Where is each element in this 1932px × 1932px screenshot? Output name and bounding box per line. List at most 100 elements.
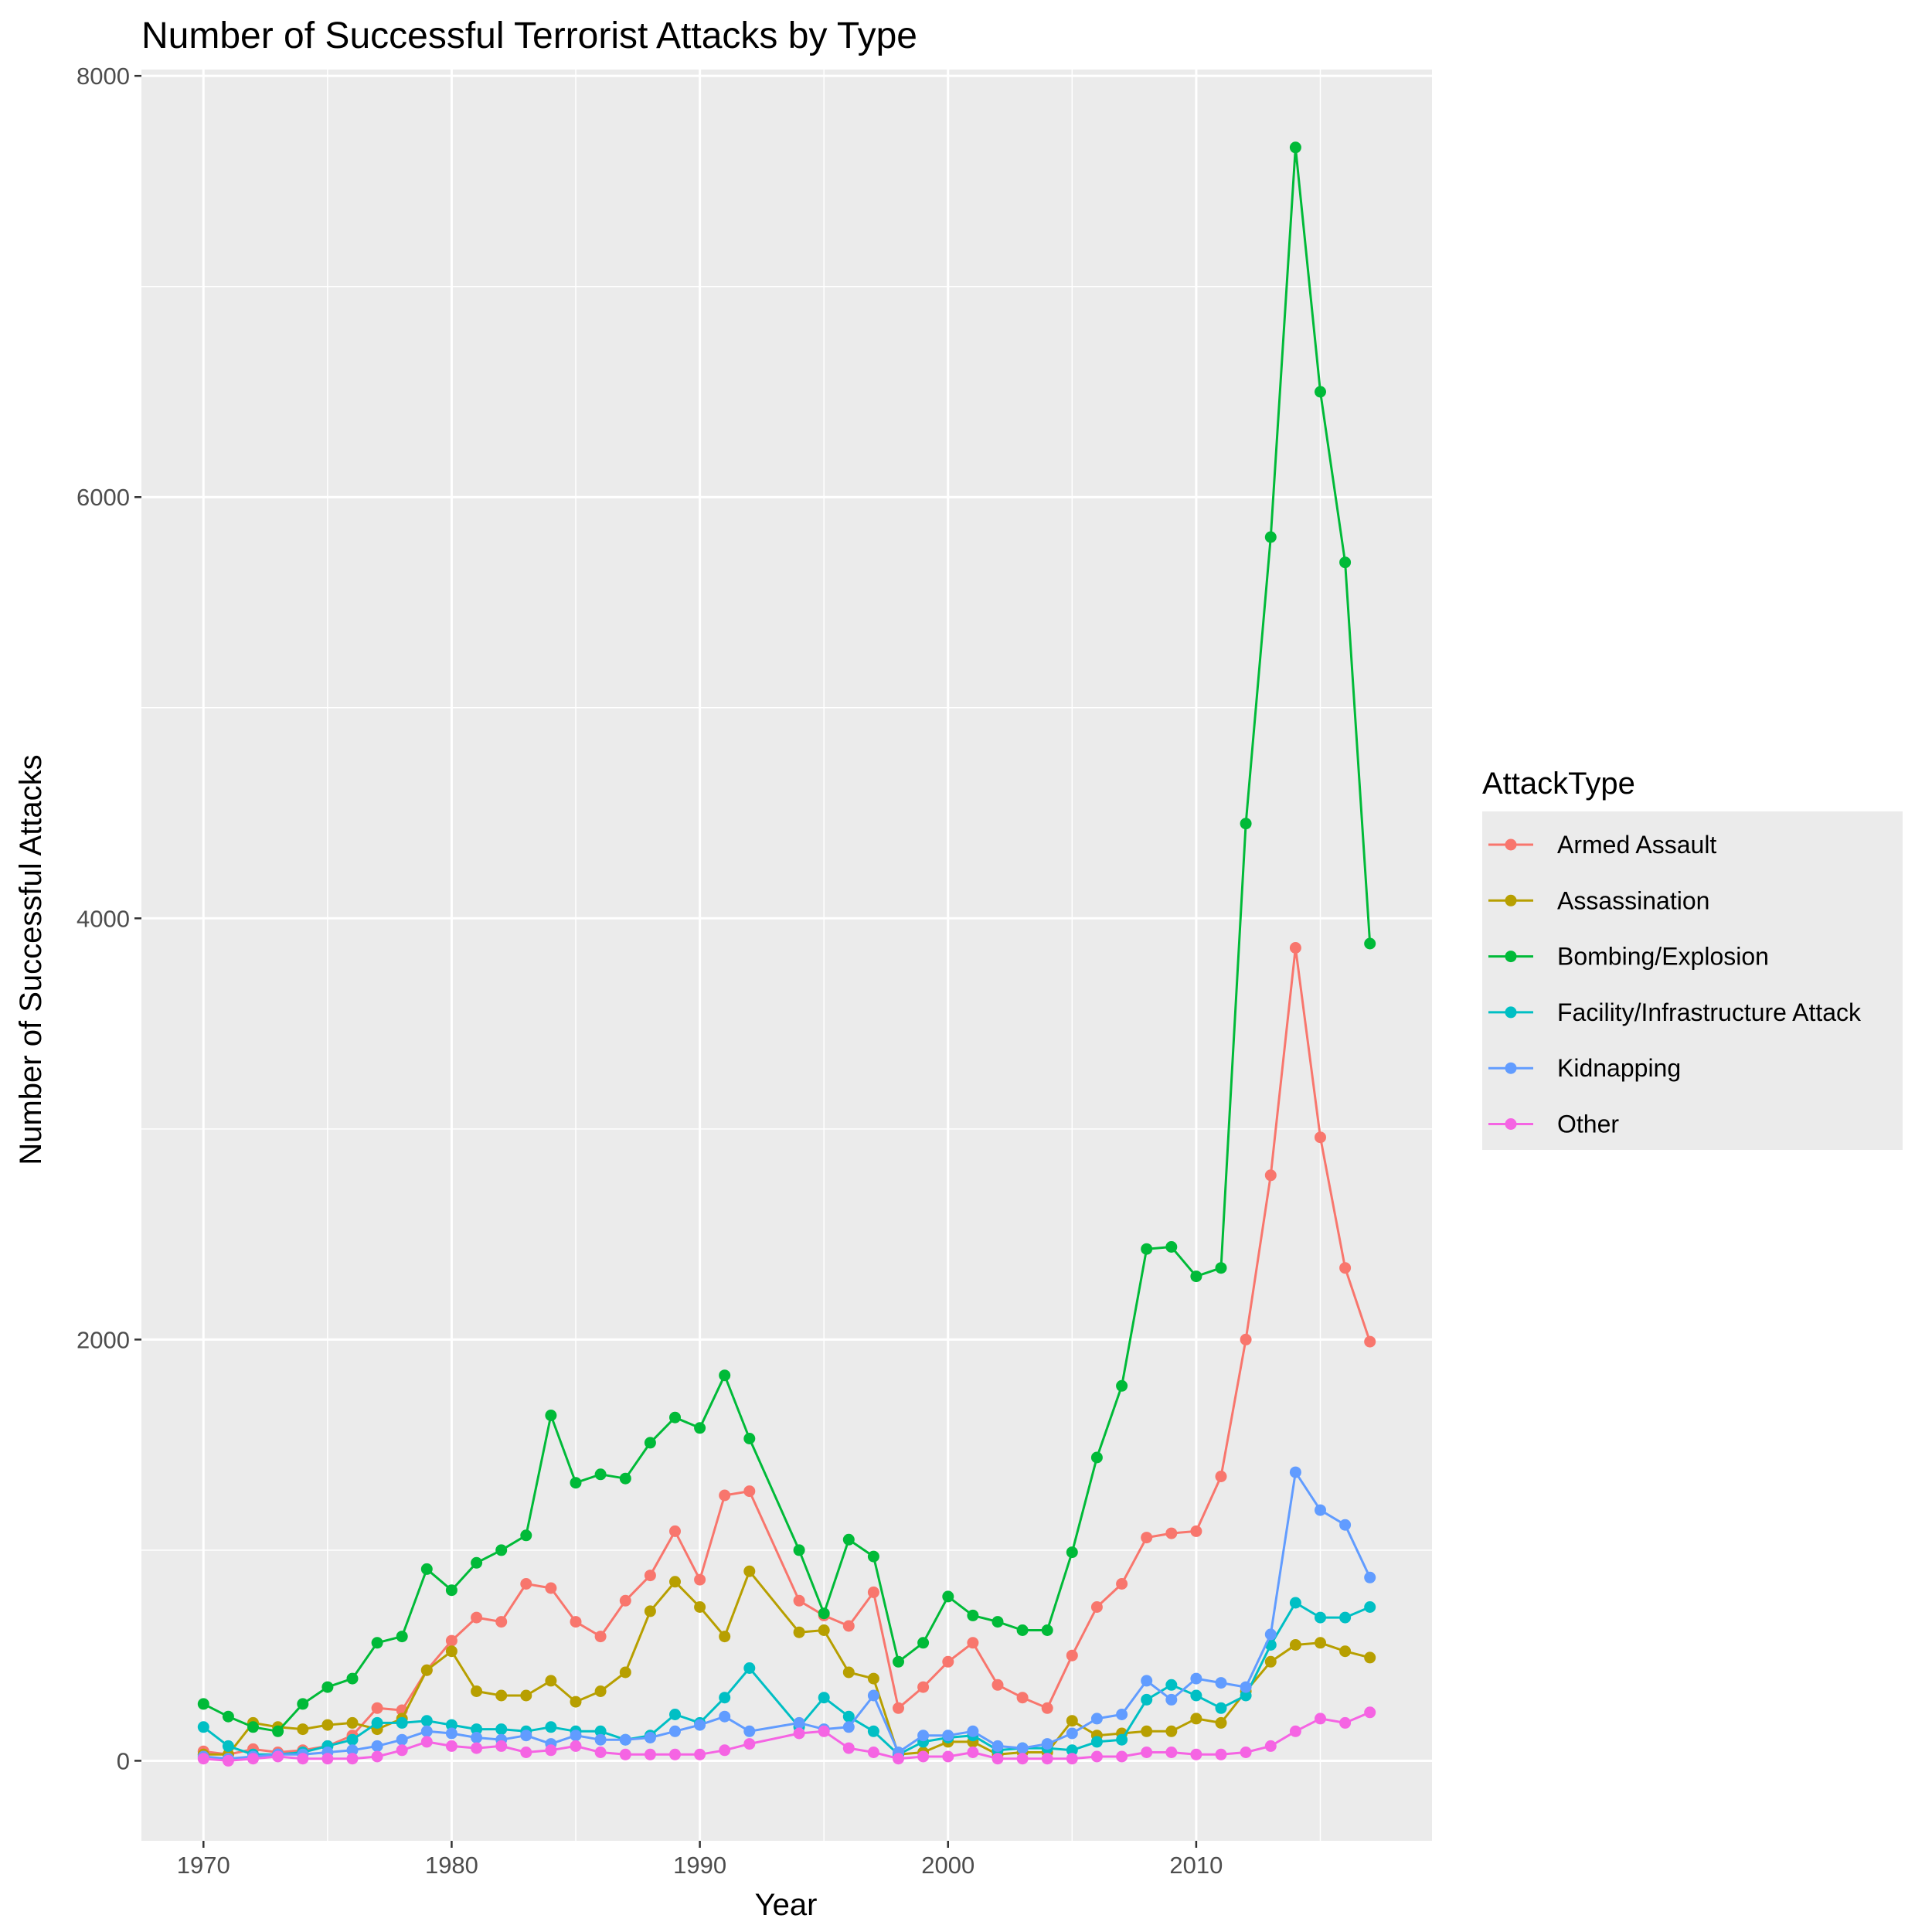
series-other (197, 1706, 1376, 1767)
data-point-facility-infrastructure-attack (818, 1692, 830, 1704)
data-point-assassination (1190, 1713, 1202, 1725)
data-point-armed-assault (1041, 1702, 1053, 1714)
legend-label: Bombing/Explosion (1557, 943, 1769, 971)
data-point-armed-assault (967, 1637, 979, 1649)
legend-item-other: Other (1488, 1111, 1619, 1138)
data-point-other (272, 1750, 284, 1763)
data-point-bombing-explosion (619, 1472, 631, 1485)
data-point-bombing-explosion (197, 1698, 209, 1710)
data-point-facility-infrastructure-attack (1289, 1597, 1301, 1609)
data-point-other (545, 1744, 557, 1757)
series-bombing-explosion (197, 141, 1376, 1737)
data-point-other (719, 1744, 731, 1757)
data-point-facility-infrastructure-attack (867, 1725, 879, 1737)
data-point-other (669, 1748, 681, 1760)
data-point-kidnapping (1066, 1727, 1078, 1740)
data-point-other (619, 1748, 631, 1760)
data-point-bombing-explosion (420, 1563, 433, 1575)
data-point-other (1364, 1706, 1376, 1719)
data-point-armed-assault (1190, 1525, 1202, 1537)
data-point-bombing-explosion (1116, 1379, 1128, 1392)
legend-item-kidnapping: Kidnapping (1488, 1054, 1681, 1082)
data-point-assassination (619, 1666, 631, 1679)
legend-key-point (1505, 951, 1517, 963)
data-point-other (197, 1753, 209, 1765)
legend-key-point (1505, 1006, 1517, 1019)
data-point-bombing-explosion (1041, 1624, 1053, 1636)
data-point-armed-assault (471, 1611, 483, 1624)
data-point-bombing-explosion (321, 1681, 334, 1693)
data-point-facility-infrastructure-attack (222, 1740, 234, 1752)
legend-item-assassination: Assassination (1488, 886, 1709, 914)
data-point-kidnapping (594, 1733, 607, 1746)
data-point-other (1264, 1740, 1277, 1752)
data-point-assassination (1215, 1716, 1227, 1729)
data-point-kidnapping (1165, 1693, 1178, 1706)
y-tick-label: 8000 (77, 63, 130, 90)
data-point-kidnapping (743, 1725, 756, 1737)
data-point-other (1141, 1747, 1153, 1758)
data-point-assassination (495, 1689, 508, 1702)
data-point-armed-assault (495, 1616, 508, 1628)
data-point-assassination (1289, 1639, 1301, 1651)
data-point-armed-assault (619, 1594, 631, 1607)
data-point-facility-infrastructure-attack (594, 1725, 607, 1737)
data-point-armed-assault (1165, 1527, 1178, 1539)
data-point-other (247, 1753, 259, 1765)
legend-key-point (1505, 1118, 1517, 1130)
data-point-facility-infrastructure-attack (1190, 1689, 1202, 1702)
data-point-other (967, 1747, 979, 1758)
data-point-facility-infrastructure-attack (669, 1709, 681, 1720)
data-point-bombing-explosion (1215, 1262, 1227, 1274)
data-point-kidnapping (1016, 1742, 1029, 1754)
data-point-other (1090, 1750, 1103, 1763)
data-point-bombing-explosion (842, 1533, 855, 1546)
y-tick-label: 6000 (77, 484, 130, 511)
data-point-other (1116, 1750, 1128, 1763)
data-point-armed-assault (1090, 1601, 1103, 1613)
data-point-armed-assault (594, 1631, 607, 1643)
data-point-assassination (1315, 1637, 1326, 1649)
data-point-facility-infrastructure-attack (420, 1715, 433, 1727)
data-point-facility-infrastructure-attack (1116, 1733, 1128, 1746)
data-point-assassination (743, 1565, 756, 1577)
data-point-armed-assault (1339, 1262, 1352, 1274)
data-point-bombing-explosion (669, 1411, 681, 1423)
data-point-bombing-explosion (893, 1655, 904, 1668)
data-point-other (371, 1750, 383, 1763)
data-point-other (1315, 1713, 1326, 1725)
data-point-kidnapping (420, 1725, 433, 1737)
data-point-bombing-explosion (917, 1637, 930, 1649)
legend-label: Facility/Infrastructure Attack (1557, 998, 1862, 1026)
data-point-bombing-explosion (495, 1544, 508, 1556)
data-point-bombing-explosion (222, 1710, 234, 1723)
data-point-bombing-explosion (992, 1616, 1004, 1628)
data-point-armed-assault (545, 1582, 557, 1594)
data-point-kidnapping (1339, 1519, 1352, 1531)
x-tick-label: 1980 (425, 1852, 478, 1879)
data-point-kidnapping (1090, 1713, 1103, 1725)
data-point-armed-assault (719, 1489, 731, 1502)
data-point-bombing-explosion (346, 1672, 359, 1685)
panel-background (141, 70, 1432, 1841)
data-point-kidnapping (644, 1732, 656, 1743)
data-point-facility-infrastructure-attack (1066, 1744, 1078, 1757)
legend-label: Other (1557, 1111, 1619, 1138)
data-point-assassination (1165, 1725, 1178, 1737)
legend-label: Armed Assault (1557, 831, 1716, 859)
data-point-other (1165, 1747, 1178, 1758)
data-point-other (520, 1747, 532, 1758)
data-point-kidnapping (346, 1744, 359, 1757)
data-point-other (297, 1753, 309, 1765)
data-point-bombing-explosion (719, 1369, 731, 1382)
legend-key-point (1505, 838, 1517, 851)
data-point-bombing-explosion (644, 1437, 656, 1449)
data-point-facility-infrastructure-attack (1240, 1689, 1252, 1702)
data-point-armed-assault (1066, 1649, 1078, 1662)
data-point-armed-assault (917, 1681, 930, 1693)
data-point-bombing-explosion (297, 1698, 309, 1710)
data-point-bombing-explosion (1315, 386, 1326, 398)
data-point-kidnapping (1215, 1677, 1227, 1689)
data-point-kidnapping (619, 1733, 631, 1746)
data-point-bombing-explosion (1289, 141, 1301, 154)
